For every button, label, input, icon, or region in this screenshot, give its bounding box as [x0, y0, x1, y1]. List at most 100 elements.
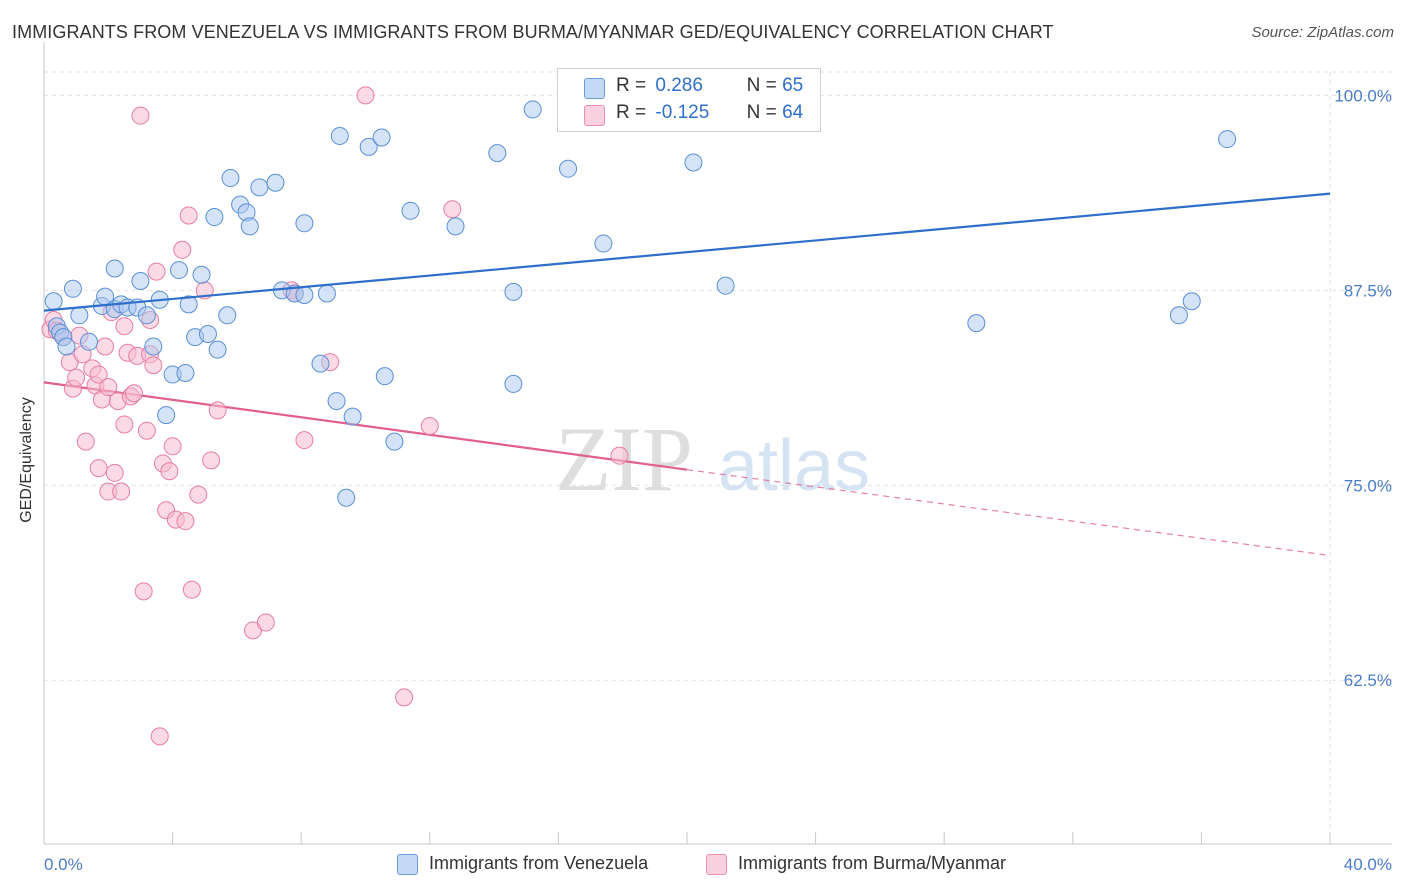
point-burma — [89, 365, 108, 384]
point-burma — [208, 401, 227, 420]
point-venezuela — [1182, 292, 1201, 311]
point-venezuela — [80, 332, 99, 351]
point-venezuela — [343, 407, 362, 426]
point-venezuela — [250, 178, 269, 197]
point-venezuela — [137, 306, 156, 325]
point-burma — [112, 482, 131, 501]
legend-swatch-venezuela — [584, 78, 605, 99]
point-venezuela — [523, 100, 542, 119]
y-axis-label: GED/Equivalency — [18, 397, 35, 522]
point-venezuela — [105, 259, 124, 278]
point-burma — [89, 459, 108, 478]
point-burma — [443, 200, 462, 219]
point-venezuela — [1218, 130, 1237, 149]
point-burma — [160, 462, 179, 481]
point-burma — [256, 613, 275, 632]
watermark: ZIP atlas — [555, 408, 870, 510]
watermark-atlas: atlas — [718, 426, 870, 506]
point-venezuela — [559, 159, 578, 178]
x-tick-label-end: 40.0% — [1344, 855, 1392, 874]
point-burma — [96, 337, 115, 356]
point-burma — [176, 512, 195, 531]
point-venezuela — [594, 234, 613, 253]
point-burma — [134, 582, 153, 601]
legend-r-value-burma: -0.125 — [655, 102, 710, 123]
legend-swatch-burma — [584, 105, 605, 126]
x-tick-label-start: 0.0% — [44, 855, 83, 874]
point-venezuela — [179, 295, 198, 314]
point-venezuela — [63, 279, 82, 298]
point-burma — [115, 317, 134, 336]
point-venezuela — [70, 306, 89, 325]
legend-r-label-burma: R = — [616, 102, 647, 123]
point-venezuela — [266, 173, 285, 192]
axes — [43, 42, 1392, 845]
point-venezuela — [295, 286, 314, 305]
point-venezuela — [192, 265, 211, 284]
point-venezuela — [240, 217, 259, 236]
point-burma — [295, 431, 314, 450]
point-venezuela — [488, 144, 507, 163]
legend-r-value-venezuela: 0.286 — [655, 75, 703, 96]
chart-title: IMMIGRANTS FROM VENEZUELA VS IMMIGRANTS … — [12, 22, 1054, 42]
point-venezuela — [504, 282, 523, 301]
point-burma — [356, 86, 375, 105]
point-burma — [420, 417, 439, 436]
point-burma — [610, 446, 629, 465]
y-tick-label: 62.5% — [1344, 671, 1392, 690]
point-burma — [137, 421, 156, 440]
point-venezuela — [327, 392, 346, 411]
point-venezuela — [57, 337, 76, 356]
point-burma — [395, 688, 414, 707]
point-venezuela — [401, 201, 420, 220]
legend-n-label-venezuela: N = — [746, 75, 777, 96]
trend-line-burma-dashed — [686, 469, 1331, 557]
point-venezuela — [716, 276, 735, 295]
point-venezuela — [198, 325, 217, 344]
point-venezuela — [337, 488, 356, 507]
point-venezuela — [967, 314, 986, 333]
points-venezuela — [44, 100, 1237, 507]
legend-n-label-burma: N = — [746, 102, 777, 123]
legend-n-value-venezuela: 65 — [782, 75, 804, 96]
tick-labels: 62.5% 75.0% 87.5% 100.0% 0.0% 40.0% — [44, 86, 1392, 874]
bottom-legend-label-venezuela: Immigrants from Venezuela — [429, 853, 649, 873]
point-venezuela — [317, 284, 336, 303]
point-burma — [202, 451, 221, 470]
bottom-legend-label-burma: Immigrants from Burma/Myanmar — [738, 853, 1007, 873]
point-venezuela — [205, 208, 224, 227]
bottom-legend-swatch-venezuela — [397, 854, 418, 875]
point-burma — [147, 262, 166, 281]
legend-r-label-venezuela: R = — [616, 75, 647, 96]
point-venezuela — [446, 217, 465, 236]
y-tick-label: 100.0% — [1334, 86, 1392, 105]
bottom-legend-swatch-burma — [706, 854, 727, 875]
trend-line-venezuela-solid — [43, 192, 1331, 312]
y-tick-label: 75.0% — [1344, 476, 1392, 495]
point-burma — [189, 485, 208, 504]
point-burma — [105, 463, 124, 482]
point-burma — [115, 415, 134, 434]
point-burma — [99, 378, 118, 397]
point-venezuela — [375, 367, 394, 386]
trend-line-burma-solid — [43, 381, 688, 471]
trend-line-burma — [43, 381, 1331, 557]
point-venezuela — [221, 169, 240, 188]
point-venezuela — [131, 271, 150, 290]
point-burma — [173, 240, 192, 259]
point-venezuela — [684, 153, 703, 172]
point-burma — [125, 384, 144, 403]
y-tick-label: 87.5% — [1344, 281, 1392, 300]
point-venezuela — [330, 126, 349, 145]
source-label: Source: ZipAtlas.com — [1251, 24, 1394, 41]
point-venezuela — [44, 292, 63, 311]
trend-line-venezuela — [43, 192, 1331, 312]
point-burma — [182, 580, 201, 599]
point-venezuela — [504, 374, 523, 393]
point-burma — [67, 368, 86, 387]
point-burma — [144, 356, 163, 375]
point-venezuela — [144, 337, 163, 356]
point-burma — [76, 432, 95, 451]
point-burma — [163, 437, 182, 456]
